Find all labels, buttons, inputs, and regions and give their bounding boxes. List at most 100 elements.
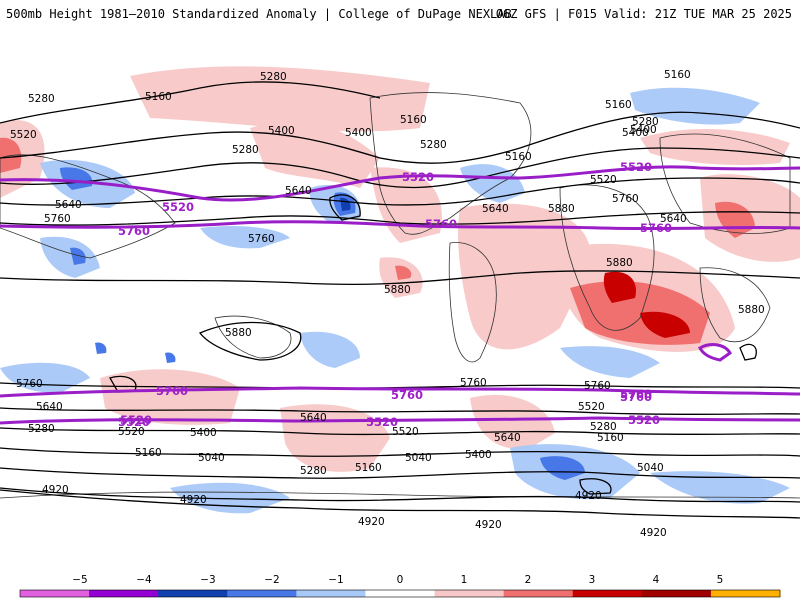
contour-label: 5400 [268,125,295,137]
colorbar-segment [365,590,436,597]
emphasis-contour-label: 5520 [628,413,660,427]
contour-label: 5160 [505,151,532,163]
colorbar: −5 −4 −3 −2 −1 0 1 2 3 4 5 [0,570,800,600]
colorbar-tick-label: −5 [72,574,87,586]
contour-label: 5040 [637,462,664,474]
contour-label: 5640 [55,199,82,211]
colorbar-segment [503,590,574,597]
model-run-info: 06Z GFS | F015 Valid: 21Z TUE MAR 25 202… [495,7,792,21]
contour-label: 5640 [660,213,687,225]
emphasis-contour-label: 5520 [118,415,150,429]
colorbar-tick-label: −3 [200,574,215,586]
contour-label: 5640 [482,203,509,215]
height-contours [0,81,800,519]
contour-label: 5520 [10,129,37,141]
contour-label: 5280 [420,139,447,151]
contour-label: 4920 [358,516,385,528]
colorbar-segment [158,590,228,597]
contour-label: 5520 [578,401,605,413]
emphasis-contour-label: 5760 [620,390,652,404]
contour-label: 5640 [494,432,521,444]
contour-label: 5520 [590,174,617,186]
contour-label: 5400 [622,127,649,139]
contour-label: 5160 [135,447,162,459]
contour-label: 5400 [345,127,372,139]
map-header: 500mb Height 1981–2010 Standardized Anom… [0,0,800,28]
colorbar-segment [641,590,712,597]
colorbar-segment [89,590,159,597]
emphasis-contour-label: 5520 [162,200,194,214]
colorbar-segment [434,590,505,597]
colorbar-segment [710,590,781,597]
contour-label: 5880 [738,304,765,316]
contour-label: 5160 [400,114,427,126]
contour-label: 5400 [465,449,492,461]
contour-label: 4920 [475,519,502,531]
contour-label: 5400 [630,124,657,136]
emphasis-contour-label: 5520 [620,160,652,174]
colorbar-tick-label: 5 [717,574,724,586]
contour-label: 5280 [632,116,659,128]
contour-label: 5520 [118,426,145,438]
contour-label: 5640 [285,185,312,197]
contour-label: 5280 [260,71,287,83]
emphasis-contour-label: 5520 [120,413,152,427]
contour-label: 5040 [405,452,432,464]
emphasis-contour-label: 5520 [366,415,398,429]
emphasis-contour-label: 5760 [391,388,423,402]
contour-label: 4920 [575,490,602,502]
colorbar-tick-label: −2 [264,574,279,586]
contour-label: 4920 [640,527,667,539]
contour-label: 5040 [198,452,225,464]
contour-label: 5760 [248,233,275,245]
map-title: 500mb Height 1981–2010 Standardized Anom… [6,7,512,21]
contour-label: 5760 [584,380,611,392]
contour-label: 5760 [44,213,71,225]
contour-label: 5160 [664,69,691,81]
contour-label: 5280 [28,423,55,435]
emphasis-label-group: 5520 5760 5520 5760 5520 5760 5760 5520 … [118,160,672,429]
contour-label: 5160 [145,91,172,103]
contour-label: 5280 [300,465,327,477]
colorbar-segment [227,590,297,597]
emphasis-contour-label: 5520 [402,170,434,184]
colorbar-segment [20,590,90,597]
colorbar-segment [572,590,643,597]
contour-label: 5640 [300,412,327,424]
emphasis-contour-label: 5760 [620,387,652,401]
colorbar-tick-label: 4 [653,574,660,586]
contour-label: 5280 [232,144,259,156]
colorbar-tick-label: −4 [136,574,152,586]
colorbar-tick-label: 1 [461,574,468,586]
contour-label: 5760 [16,378,43,390]
contour-label: 4920 [42,484,69,496]
colorbar-tick-label: −1 [328,574,343,586]
contour-label: 5760 [612,193,639,205]
emphasis-contour-label: 5760 [640,221,672,235]
colorbar-bar [19,589,781,598]
contour-label: 5160 [355,462,382,474]
contour-label: 5760 [460,377,487,389]
colorbar-tick-label: 3 [589,574,596,586]
emphasis-contours [0,165,800,425]
contour-label: 5280 [590,421,617,433]
contour-label: 5160 [605,99,632,111]
colorbar-segment [296,590,366,597]
emphasis-contour-label: 5760 [156,384,188,398]
contour-label: 5160 [597,432,624,444]
contour-label-group: 5280 5160 5520 5400 5280 5160 5280 5640 … [10,69,765,539]
emphasis-contour-label: 5760 [425,217,457,231]
contour-label: 5880 [225,327,252,339]
anomaly-map: 5280 5160 5520 5400 5280 5160 5280 5640 … [0,28,800,558]
contour-label: 4920 [180,494,207,506]
colorbar-tick-label: 0 [397,574,404,586]
colorbar-outline [19,589,781,598]
colorbar-tick-labels: −5 −4 −3 −2 −1 0 1 2 3 4 5 [72,574,723,586]
contour-label: 5400 [190,427,217,439]
colorbar-tick-label: 2 [525,574,532,586]
contour-label: 5880 [548,203,575,215]
contour-label: 5880 [606,257,633,269]
contour-label: 5520 [392,426,419,438]
contour-label: 5640 [36,401,63,413]
emphasis-contour-label: 5760 [118,224,150,238]
